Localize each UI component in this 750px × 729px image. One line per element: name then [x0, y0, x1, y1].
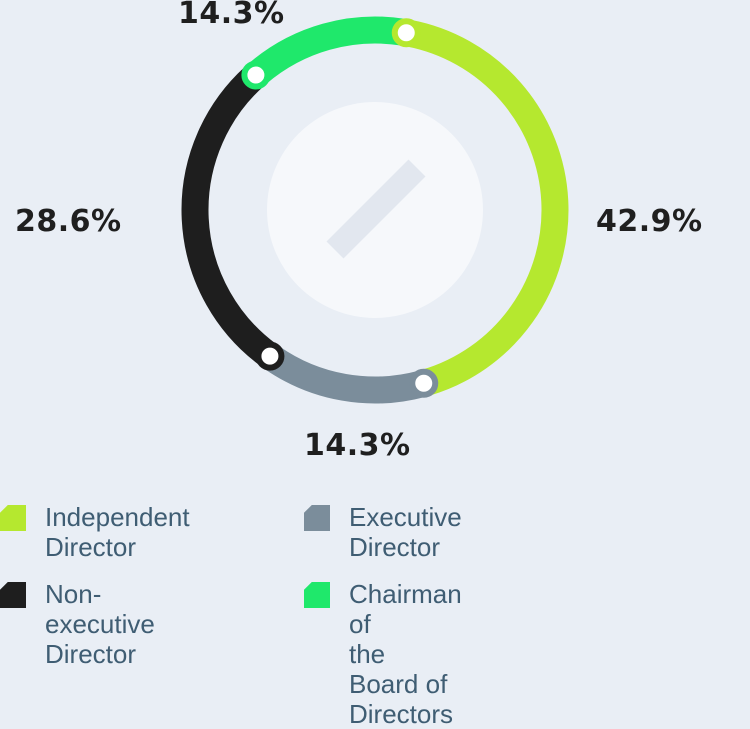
slice-independent-director — [406, 19, 569, 396]
data-label-non-executive-director: 28.6% — [15, 204, 122, 239]
legend-label-chairman: Chairman of the Board of Directors — [349, 579, 462, 729]
legend: Independent Director Executive Director … — [0, 495, 750, 729]
data-label-executive-director: 14.3% — [304, 428, 411, 463]
data-label-independent-director: 42.9% — [596, 204, 703, 239]
legend-swatch-independent-director — [0, 505, 26, 531]
legend-label-non-executive-director: Non-executive Director — [45, 579, 155, 669]
legend-swatch-executive-director — [304, 505, 330, 531]
slice-start-marker-non-executive-director — [255, 341, 285, 371]
legend-label-independent-director: Independent Director — [45, 502, 190, 562]
slice-start-marker-chairman-of-the-board-of-directors — [241, 60, 271, 90]
slice-start-marker-executive-director — [409, 368, 439, 398]
slice-chairman-of-the-board-of-directors — [248, 16, 407, 84]
legend-label-executive-director: Executive Director — [349, 502, 462, 562]
slice-start-marker-independent-director — [391, 18, 421, 48]
legend-swatch-chairman — [304, 582, 330, 608]
slice-executive-director — [264, 346, 425, 404]
diagonal-slash-icon — [326, 159, 426, 259]
legend-swatch-non-executive-director — [0, 582, 26, 608]
data-label-chairman: 14.3% — [178, 0, 285, 31]
slice-non-executive-director — [181, 66, 277, 366]
donut-chart — [181, 16, 569, 404]
